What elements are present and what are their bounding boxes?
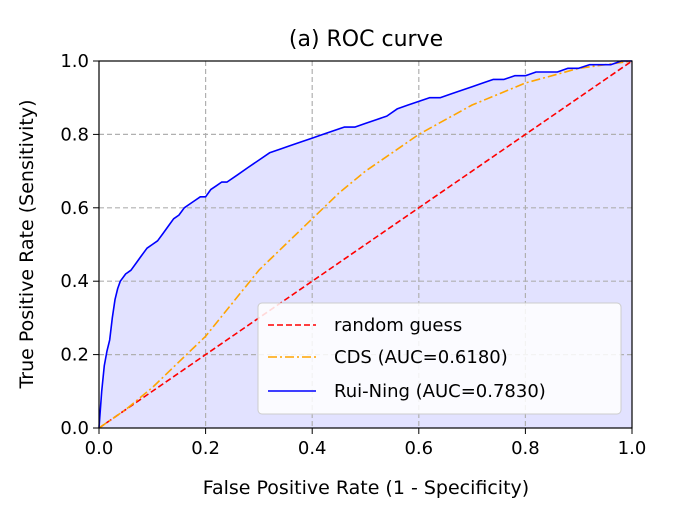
x-tick-label: 0.0 xyxy=(85,438,114,459)
x-tick-label: 1.0 xyxy=(618,438,647,459)
y-tick-label: 0.4 xyxy=(60,271,89,292)
series-layer xyxy=(98,60,633,429)
y-tick-label: 0.8 xyxy=(60,124,89,145)
y-tick-label: 0.0 xyxy=(60,418,89,439)
y-tick-label: 1.0 xyxy=(60,51,89,72)
legend: random guess CDS (AUC=0.6180) Rui-Ning (… xyxy=(257,302,622,415)
y-axis-title: True Positive Rate (Sensitivity) xyxy=(16,99,38,389)
y-tick-label: 0.2 xyxy=(60,345,89,366)
x-tick-label: 0.8 xyxy=(511,438,540,459)
plot-frame xyxy=(98,60,633,429)
legend-label-rui-ning: Rui-Ning (AUC=0.7830) xyxy=(334,381,546,402)
x-axis-title: False Positive Rate (1 - Specificity) xyxy=(203,477,529,499)
x-tick-label: 0.2 xyxy=(191,438,220,459)
x-tick-label: 0.6 xyxy=(404,438,433,459)
cds-line xyxy=(98,60,633,429)
chart-title: (a) ROC curve xyxy=(289,27,443,52)
legend-label-random-guess: random guess xyxy=(334,315,462,336)
legend-box xyxy=(257,302,622,415)
rui-ning-line xyxy=(98,60,632,429)
legend-label-cds: CDS (AUC=0.6180) xyxy=(334,347,508,368)
ticks-layer: 0.0 0.2 0.4 0.6 0.8 1.0 0.0 0.2 0.4 0.6 0.8 1.0 xyxy=(60,51,646,459)
x-tick-label: 0.4 xyxy=(298,438,327,459)
y-tick-label: 0.6 xyxy=(60,198,89,219)
